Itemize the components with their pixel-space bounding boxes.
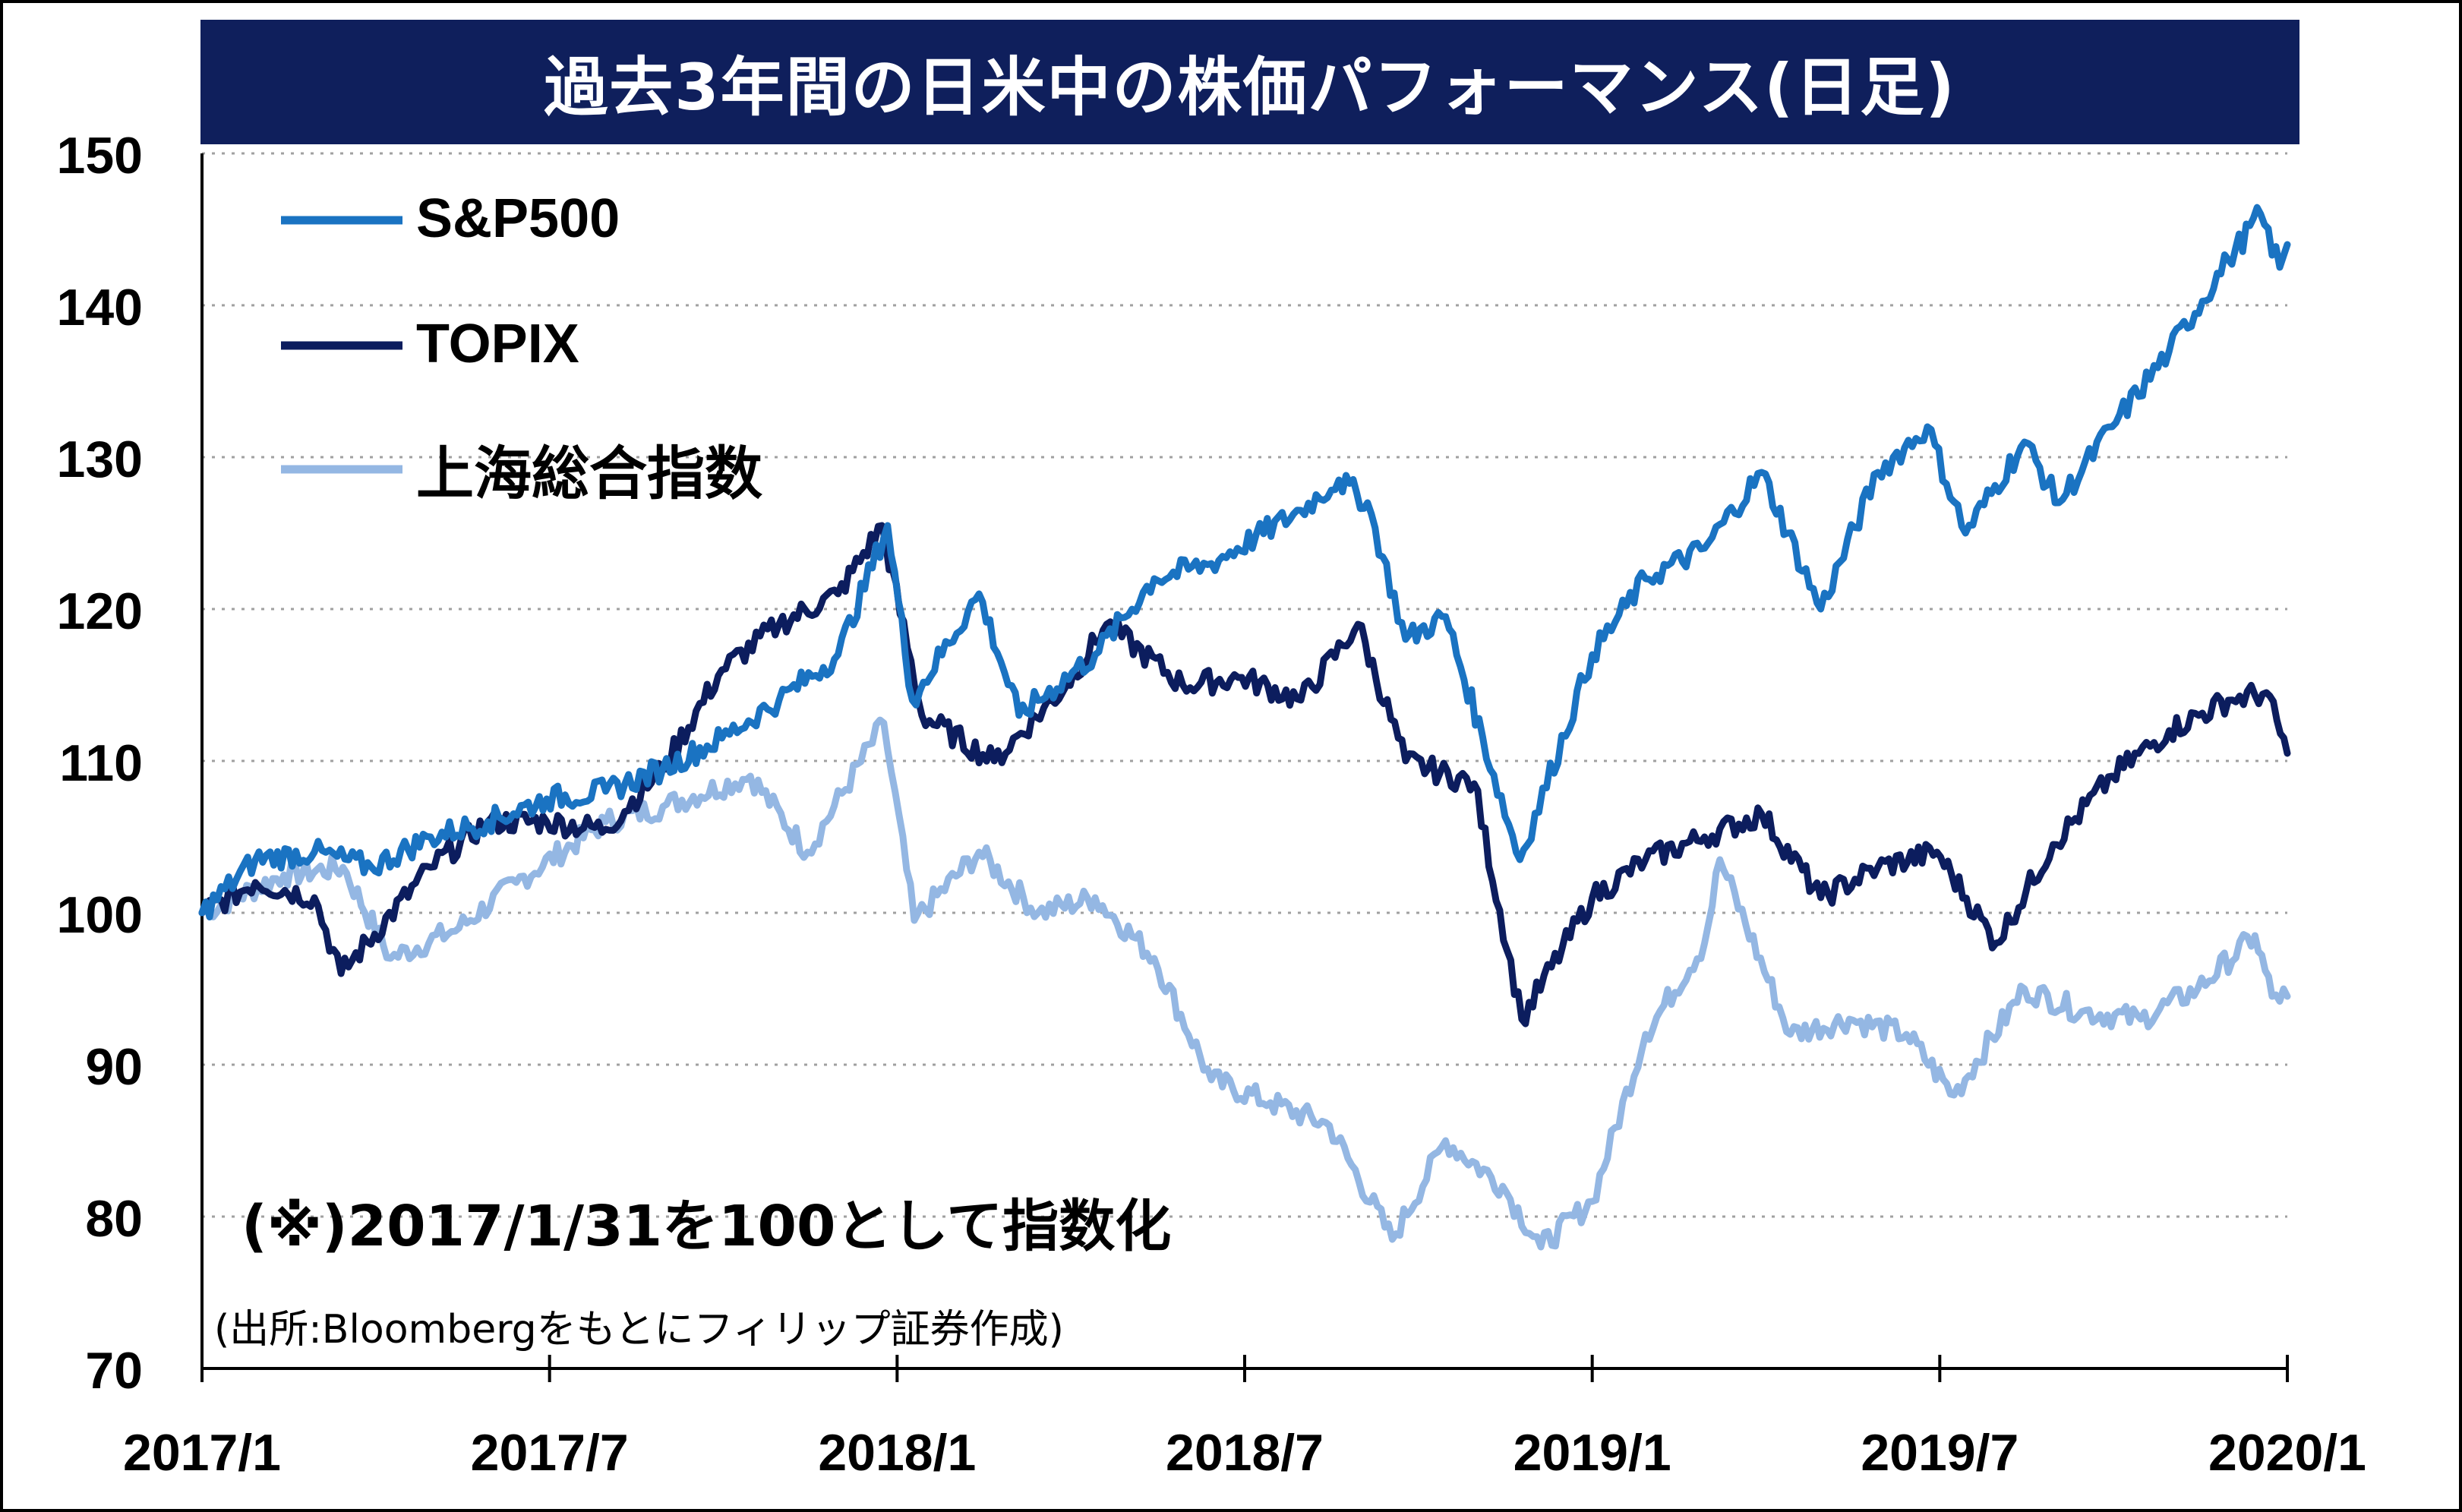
y-tick-label: 130 (57, 431, 143, 488)
y-tick-label: 100 (57, 886, 143, 944)
legend-label-topix: TOPIX (416, 314, 579, 374)
grid-lines (202, 152, 2287, 1218)
y-tick-label: 70 (85, 1342, 143, 1400)
y-tick-label: 90 (85, 1038, 143, 1096)
x-tick-label: 2019/1 (1513, 1424, 1671, 1482)
chart-source: (出所:Bloombergをもとにフィリップ証券作成) (214, 1307, 1064, 1353)
x-tick-label: 2017/1 (123, 1424, 281, 1482)
chart-title-bar: 過去3年間の日米中の株価パフォーマンス(日足) (200, 20, 2299, 144)
series-line-sp500 (198, 204, 2291, 920)
x-tick-label: 2019/7 (1861, 1424, 2019, 1482)
legend-label-sp500: S&P500 (416, 188, 620, 249)
x-tick-label: 2018/7 (1166, 1424, 1324, 1482)
x-tick-label: 2020/1 (2208, 1424, 2366, 1482)
legend-label-shanghai: 上海総合指数 (416, 440, 762, 507)
chart-title: 過去3年間の日米中の株価パフォーマンス(日足) (544, 49, 1956, 125)
y-tick-label: 140 (57, 279, 143, 336)
series-line-shanghai (198, 716, 2291, 1251)
legend: S&P500 TOPIX 上海総合指数 (281, 188, 762, 507)
y-tick-label: 110 (59, 734, 143, 792)
x-tick-label: 2018/1 (818, 1424, 976, 1482)
chart-note: (※)2017/1/31を100として指数化 (241, 1194, 1171, 1259)
x-tick-label: 2017/7 (471, 1424, 629, 1482)
series-lines (198, 204, 2291, 1251)
y-tick-label: 120 (57, 582, 143, 640)
y-tick-label: 80 (85, 1190, 143, 1248)
series-line-topix (198, 522, 2291, 1027)
axes: 70 80 90 100 110 120 130 140 150 2017/1 2017/7 2018… (57, 127, 2366, 1482)
y-tick-label: 150 (57, 127, 143, 185)
